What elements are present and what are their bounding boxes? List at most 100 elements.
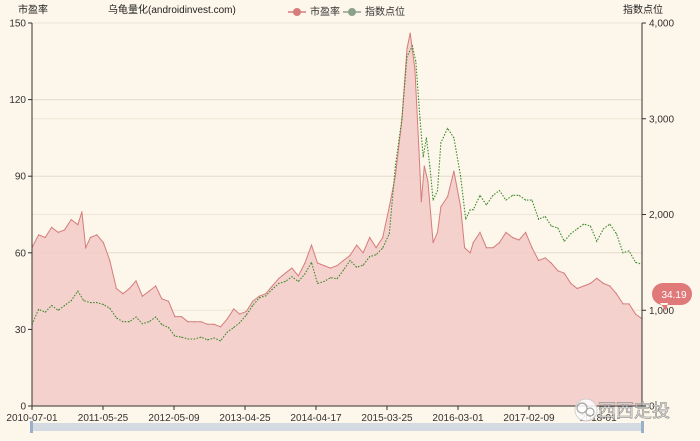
left-tick-label: 30 — [15, 325, 27, 336]
series-index-point — [200, 336, 202, 338]
series-index-point — [70, 300, 72, 302]
series-index-point — [570, 233, 572, 235]
series-pe-point — [141, 295, 143, 297]
series-index-point — [369, 256, 371, 258]
series-index-point — [317, 282, 318, 284]
series-pe-point — [464, 247, 466, 249]
series-index-point — [226, 331, 228, 333]
series-index-point — [576, 228, 578, 230]
series-pe-point — [583, 285, 585, 287]
series-pe-point — [628, 303, 630, 305]
series-index-point — [311, 261, 312, 263]
series-index-point — [538, 218, 540, 220]
x-tick-label: 2013-04-25 — [219, 413, 271, 424]
series-pe-point — [336, 265, 338, 267]
series-pe-point — [382, 236, 384, 239]
series-pe-point — [265, 293, 267, 295]
right-axis-name: 指数点位 — [623, 3, 663, 16]
series-pe-point — [310, 244, 313, 246]
series-pe-point — [420, 201, 422, 203]
series-index-point — [284, 281, 286, 282]
series-layer — [31, 32, 643, 406]
series-pe-point — [635, 313, 637, 315]
series-pe-point — [538, 259, 540, 262]
series-index-point — [155, 316, 157, 318]
series-pe-point — [155, 285, 157, 287]
series-pe-point — [369, 236, 371, 239]
series-index-point — [596, 240, 598, 242]
last-value-bubble — [652, 283, 692, 311]
series-pe-point — [356, 244, 358, 246]
series-pe-point — [342, 259, 345, 262]
series-index-point — [265, 295, 267, 297]
series-index-point — [437, 190, 438, 192]
watermark: 西西定投 — [574, 398, 670, 422]
series-pe-point — [102, 242, 104, 244]
series-pe-point — [245, 310, 247, 313]
series-index-point — [51, 305, 53, 306]
legend-item-index[interactable]: 指数点位 — [343, 5, 405, 18]
series-pe-point — [193, 321, 196, 323]
x-tick-label: 2016-03-01 — [432, 413, 484, 424]
series-pe-point — [109, 259, 111, 262]
series-pe-point — [570, 282, 572, 284]
series-index-point — [432, 199, 434, 201]
last-value-label: 34.19 — [652, 283, 692, 311]
series-index-point — [356, 266, 358, 268]
series-index-point — [602, 228, 604, 230]
series-pe-point — [51, 226, 53, 228]
series-index-point — [336, 278, 338, 280]
series-index-point — [297, 281, 299, 282]
series-pe-point — [602, 282, 605, 284]
series-pe-point — [609, 285, 611, 287]
series-index-point — [518, 194, 520, 196]
series-pe-point — [589, 282, 592, 284]
series-pe-point — [518, 239, 520, 241]
series-index-point — [115, 317, 117, 319]
series-index-point — [401, 118, 403, 120]
series-index-point — [419, 118, 421, 120]
series-index-point — [635, 261, 637, 263]
series-pe-point — [406, 47, 408, 50]
data-zoom-track[interactable] — [32, 423, 642, 431]
series-index-point — [557, 227, 559, 229]
legend-item-pe[interactable]: 市盈率 — [288, 5, 340, 18]
series-index-point — [220, 340, 221, 342]
series-index-point — [531, 199, 533, 201]
data-zoom-handle-right[interactable] — [641, 421, 644, 433]
series-pe-point — [563, 272, 565, 274]
last-value-text: 34.19 — [661, 290, 686, 301]
series-pe-point — [453, 170, 455, 172]
series-index-point — [406, 56, 408, 57]
series-index-point — [492, 194, 494, 196]
series-pe-point — [472, 242, 474, 244]
series-pe-point — [531, 247, 533, 249]
left-axis-name: 市盈率 — [18, 3, 48, 16]
series-index-point — [128, 321, 130, 323]
series-index-point — [330, 277, 331, 279]
series-index-point — [479, 194, 481, 196]
series-pe-point — [479, 231, 481, 233]
series-index-point — [252, 305, 254, 306]
series-index-point — [628, 250, 630, 252]
series-pe-point — [284, 272, 286, 274]
series-index-point — [141, 323, 143, 325]
data-zoom-handle-left[interactable] — [30, 421, 33, 433]
series-index-point — [213, 337, 215, 339]
series-pe-point — [70, 219, 72, 221]
series-index-point — [258, 297, 260, 299]
series-pe-point — [161, 298, 163, 300]
data-zoom-slider[interactable] — [30, 421, 644, 433]
series-pe-point — [174, 316, 176, 318]
series-index-point — [194, 338, 195, 340]
series-index-point — [469, 209, 471, 211]
series-pe-point — [329, 267, 332, 269]
wechat-logo-bubble-icon — [576, 402, 588, 414]
series-pe-point — [38, 234, 40, 236]
series-index-point — [102, 304, 104, 305]
series-pe-point — [362, 252, 364, 254]
series-pe-point — [233, 308, 235, 310]
series-index-point — [422, 156, 424, 158]
series-index-point — [304, 273, 306, 275]
